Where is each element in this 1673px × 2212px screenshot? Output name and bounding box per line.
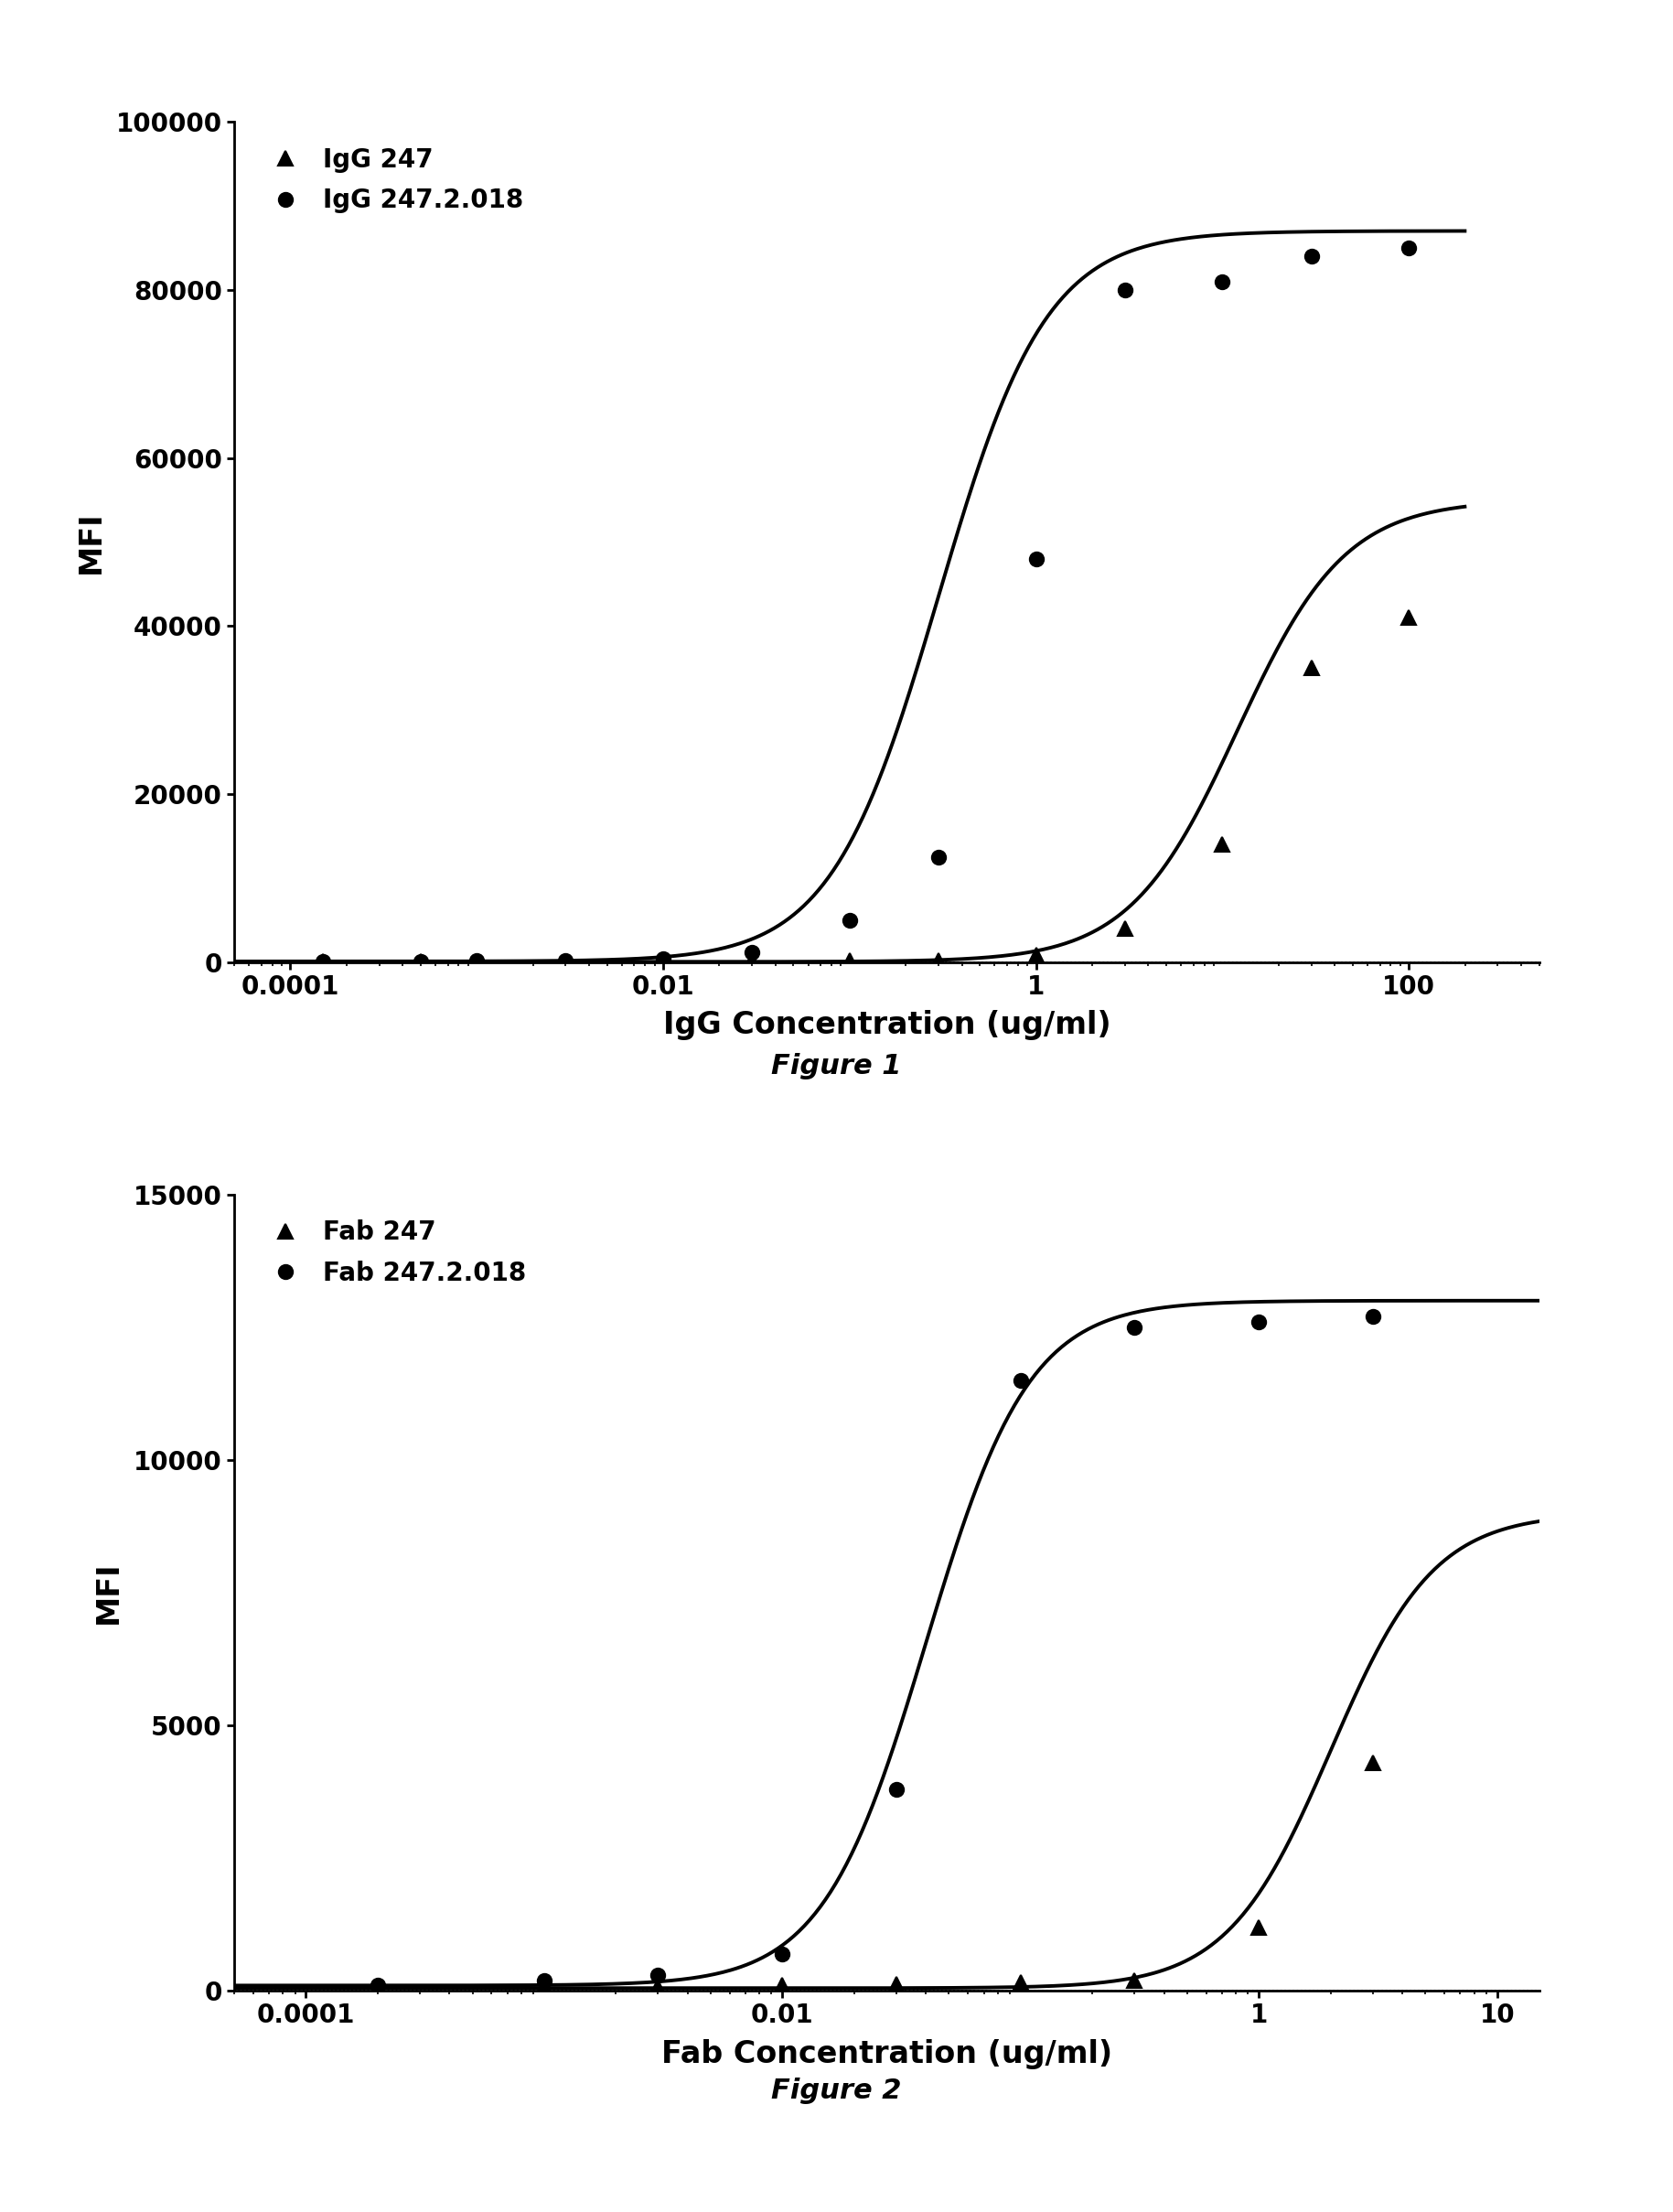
- X-axis label: IgG Concentration (ug/ml): IgG Concentration (ug/ml): [663, 1011, 1111, 1040]
- Fab 247.2.018: [1362, 1303, 1382, 1329]
- Y-axis label: MFI: MFI: [75, 511, 105, 573]
- Fab 247.2.018: [534, 1966, 554, 1993]
- IgG 247.2.018: [840, 907, 860, 933]
- IgG 247: [410, 949, 430, 975]
- IgG 247.2.018: [555, 947, 576, 973]
- Fab 247: [647, 1973, 668, 2000]
- IgG 247: [929, 947, 949, 973]
- Fab 247.2.018: [1250, 1310, 1270, 1336]
- Fab 247: [534, 1975, 554, 2002]
- Line: IgG 247: IgG 247: [316, 611, 1415, 969]
- IgG 247.2.018: [1026, 546, 1046, 573]
- Fab 247: [1250, 1913, 1270, 1940]
- IgG 247: [840, 947, 860, 973]
- IgG 247.2.018: [467, 947, 487, 973]
- Fab 247: [368, 1975, 388, 2002]
- IgG 247.2.018: [313, 949, 333, 975]
- Fab 247.2.018: [887, 1776, 907, 1803]
- IgG 247.2.018: [929, 845, 949, 872]
- IgG 247.2.018: [1213, 268, 1233, 294]
- Text: Figure 1: Figure 1: [771, 1053, 902, 1079]
- IgG 247: [1302, 655, 1322, 681]
- IgG 247: [555, 949, 576, 975]
- IgG 247.2.018: [410, 949, 430, 975]
- X-axis label: Fab Concentration (ug/ml): Fab Concentration (ug/ml): [661, 2039, 1113, 2068]
- Y-axis label: MFI: MFI: [94, 1562, 124, 1624]
- IgG 247.2.018: [1302, 243, 1322, 270]
- Fab 247.2.018: [1124, 1314, 1144, 1340]
- IgG 247.2.018: [743, 938, 763, 964]
- Fab 247: [1010, 1969, 1031, 1995]
- Legend: Fab 247, Fab 247.2.018: Fab 247, Fab 247.2.018: [248, 1208, 539, 1298]
- IgG 247.2.018: [1114, 276, 1134, 303]
- Legend: IgG 247, IgG 247.2.018: IgG 247, IgG 247.2.018: [248, 135, 537, 226]
- Fab 247.2.018: [773, 1940, 793, 1966]
- Fab 247: [773, 1973, 793, 2000]
- Fab 247: [1362, 1750, 1382, 1776]
- IgG 247: [1399, 604, 1419, 630]
- IgG 247.2.018: [1399, 234, 1419, 261]
- Fab 247.2.018: [647, 1962, 668, 1989]
- Line: Fab 247.2.018: Fab 247.2.018: [371, 1310, 1380, 1993]
- Text: Figure 2: Figure 2: [771, 2077, 902, 2104]
- Fab 247.2.018: [368, 1973, 388, 2000]
- IgG 247: [313, 949, 333, 975]
- IgG 247: [1213, 832, 1233, 858]
- Line: Fab 247: Fab 247: [371, 1756, 1380, 1995]
- Fab 247: [1124, 1966, 1144, 1993]
- Line: IgG 247.2.018: IgG 247.2.018: [316, 241, 1415, 969]
- Fab 247.2.018: [1010, 1367, 1031, 1394]
- IgG 247: [467, 949, 487, 975]
- Fab 247: [887, 1971, 907, 1997]
- IgG 247: [1026, 942, 1046, 969]
- IgG 247: [652, 947, 673, 973]
- IgG 247: [743, 947, 763, 973]
- IgG 247: [1114, 916, 1134, 942]
- IgG 247.2.018: [652, 945, 673, 971]
